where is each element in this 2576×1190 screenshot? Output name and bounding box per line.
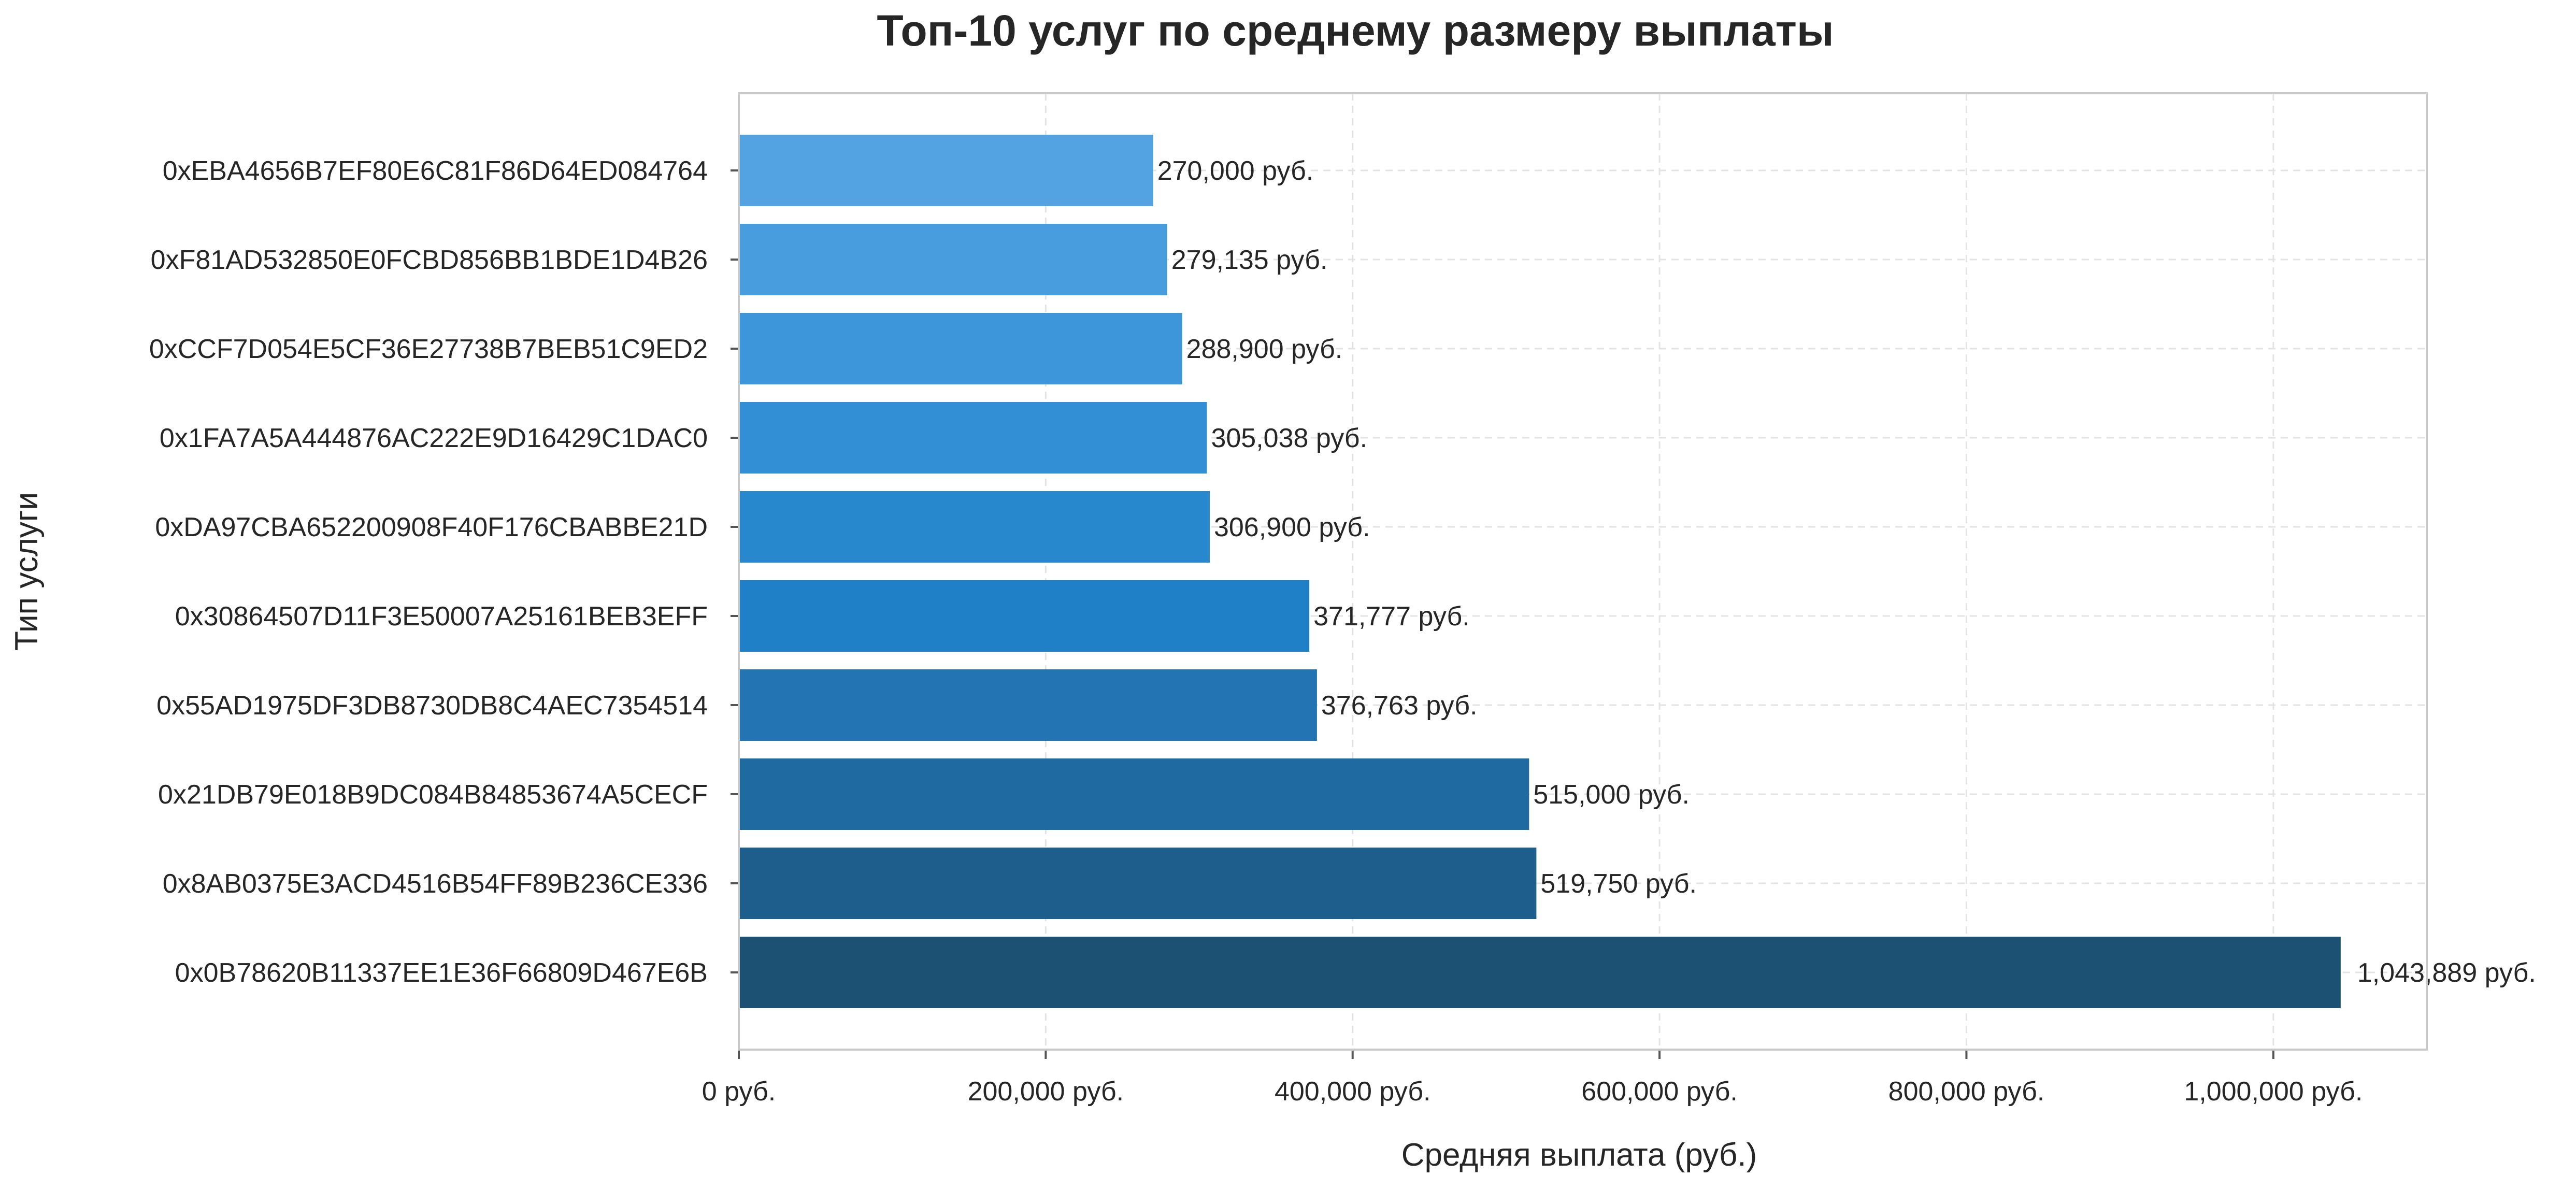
y-axis-label: Тип услуги bbox=[9, 492, 45, 651]
bar-value-label: 376,763 руб. bbox=[1321, 691, 1478, 721]
bar-value-label: 288,900 руб. bbox=[1186, 334, 1343, 364]
y-tick-label: 0x0B78620B11337EE1E36F66809D467E6B bbox=[175, 958, 708, 988]
y-tick-label: 0x8AB0375E3ACD4516B54FF89B236CE336 bbox=[163, 869, 708, 899]
chart-title: Топ-10 услуг по среднему размеру выплаты bbox=[877, 6, 1834, 55]
x-tick-label: 800,000 руб. bbox=[1888, 1077, 2045, 1107]
bar bbox=[739, 669, 1317, 741]
y-tick-label: 0x1FA7A5A444876AC222E9D16429C1DAC0 bbox=[160, 423, 708, 453]
bar bbox=[739, 937, 2341, 1008]
bar-value-label: 519,750 руб. bbox=[1540, 869, 1697, 899]
bar-value-label: 305,038 руб. bbox=[1211, 423, 1367, 453]
bar bbox=[739, 491, 1210, 563]
x-tick-label: 600,000 руб. bbox=[1581, 1077, 1738, 1107]
x-tick-label: 0 руб. bbox=[702, 1077, 776, 1107]
x-tick-label: 1,000,000 руб. bbox=[2184, 1077, 2363, 1107]
x-tick-label: 200,000 руб. bbox=[968, 1077, 1124, 1107]
bar-value-label: 1,043,889 руб. bbox=[2357, 958, 2536, 988]
y-tick-labels: 0xEBA4656B7EF80E6C81F86D64ED084764 0xF81A… bbox=[149, 156, 739, 988]
x-tick-label: 400,000 руб. bbox=[1275, 1077, 1431, 1107]
bars bbox=[739, 135, 2341, 1008]
y-tick-label: 0x30864507D11F3E50007A25161BEB3EFF bbox=[175, 601, 708, 632]
bar-value-label: 306,900 руб. bbox=[1214, 512, 1370, 542]
plot-area-frame bbox=[738, 92, 2428, 1051]
bar bbox=[739, 135, 1153, 206]
bar-value-label: 270,000 руб. bbox=[1157, 156, 1314, 186]
bar bbox=[739, 580, 1310, 652]
y-tick-label: 0xF81AD532850E0FCBD856BB1BDE1D4B26 bbox=[151, 245, 708, 275]
bar bbox=[739, 848, 1537, 919]
bar bbox=[739, 224, 1167, 295]
y-tick-label: 0x55AD1975DF3DB8730DB8C4AEC7354514 bbox=[156, 691, 708, 721]
bar-value-label: 371,777 руб. bbox=[1313, 601, 1470, 632]
y-tick-label: 0xCCF7D054E5CF36E27738B7BEB51C9ED2 bbox=[149, 334, 708, 364]
y-tick-label: 0xDA97CBA652200908F40F176CBABBE21D bbox=[155, 512, 708, 542]
bar bbox=[739, 313, 1182, 384]
bar-value-label: 515,000 руб. bbox=[1533, 780, 1690, 810]
y-tick-label: 0xEBA4656B7EF80E6C81F86D64ED084764 bbox=[163, 156, 708, 186]
x-tick-labels: 0 руб. 200,000 руб. 400,000 руб. 600,000 ру… bbox=[702, 1050, 2363, 1107]
bar bbox=[739, 402, 1207, 474]
bar-value-label: 279,135 руб. bbox=[1171, 245, 1328, 275]
y-tick-label: 0x21DB79E018B9DC084B84853674A5CECF bbox=[158, 780, 708, 810]
x-axis-label: Средняя выплата (руб.) bbox=[1401, 1137, 1757, 1173]
bar bbox=[739, 758, 1529, 830]
data-labels: 270,000 руб. 279,135 руб. 288,900 руб. 305,… bbox=[1157, 156, 2536, 988]
